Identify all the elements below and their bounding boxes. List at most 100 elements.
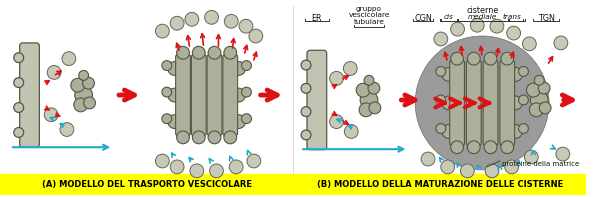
Text: mediale: mediale — [467, 14, 497, 20]
Circle shape — [484, 141, 497, 154]
Circle shape — [484, 52, 497, 65]
FancyBboxPatch shape — [176, 55, 190, 135]
Circle shape — [229, 160, 243, 174]
Circle shape — [176, 46, 190, 59]
Circle shape — [451, 141, 464, 154]
Circle shape — [539, 102, 551, 114]
Circle shape — [156, 154, 169, 168]
Circle shape — [344, 125, 358, 138]
Circle shape — [330, 72, 343, 85]
Circle shape — [193, 46, 205, 59]
Circle shape — [167, 88, 182, 102]
Text: gruppo
vescicolare
tubulare: gruppo vescicolare tubulare — [348, 6, 390, 25]
Circle shape — [538, 82, 550, 94]
Circle shape — [451, 22, 464, 36]
Circle shape — [14, 78, 24, 87]
Circle shape — [523, 37, 536, 51]
Circle shape — [301, 60, 311, 70]
Text: (B) MODELLO DELLA MATURAZIONE DELLE CISTERNE: (B) MODELLO DELLA MATURAZIONE DELLE CIST… — [316, 179, 563, 189]
Circle shape — [74, 98, 88, 112]
Circle shape — [415, 36, 549, 170]
Circle shape — [436, 95, 446, 105]
Circle shape — [467, 52, 480, 65]
Circle shape — [74, 86, 92, 104]
Circle shape — [162, 87, 172, 97]
FancyBboxPatch shape — [207, 55, 222, 135]
Circle shape — [467, 141, 480, 154]
Circle shape — [247, 154, 261, 168]
Circle shape — [519, 124, 529, 133]
Text: CGN: CGN — [414, 14, 432, 23]
Circle shape — [442, 125, 455, 138]
Circle shape — [530, 91, 548, 109]
FancyBboxPatch shape — [467, 61, 481, 145]
Circle shape — [62, 52, 76, 66]
Circle shape — [241, 87, 252, 97]
Circle shape — [162, 61, 172, 71]
Circle shape — [241, 61, 252, 71]
Circle shape — [185, 12, 199, 26]
Circle shape — [343, 62, 357, 75]
Circle shape — [526, 83, 540, 97]
Text: TGN: TGN — [538, 14, 554, 23]
Circle shape — [556, 147, 570, 161]
Text: proteine della matrice: proteine della matrice — [502, 161, 579, 167]
Circle shape — [529, 103, 543, 117]
Circle shape — [507, 26, 520, 40]
Circle shape — [501, 141, 514, 154]
Circle shape — [534, 75, 544, 85]
Circle shape — [83, 97, 95, 109]
Circle shape — [232, 115, 246, 128]
Circle shape — [156, 24, 169, 38]
Circle shape — [204, 10, 219, 24]
Text: trans: trans — [502, 14, 521, 20]
Circle shape — [442, 68, 455, 81]
FancyBboxPatch shape — [191, 55, 206, 135]
Circle shape — [554, 36, 568, 50]
Circle shape — [501, 52, 514, 65]
Circle shape — [509, 96, 523, 110]
Circle shape — [441, 160, 455, 174]
Circle shape — [461, 164, 474, 178]
Circle shape — [224, 14, 238, 28]
Circle shape — [505, 160, 519, 174]
Circle shape — [208, 131, 221, 144]
FancyBboxPatch shape — [483, 61, 498, 145]
Circle shape — [356, 83, 370, 97]
Circle shape — [232, 88, 246, 102]
Circle shape — [509, 125, 523, 138]
Circle shape — [436, 67, 446, 76]
Bar — [0, 174, 293, 195]
Circle shape — [519, 95, 529, 105]
Circle shape — [301, 83, 311, 93]
Circle shape — [442, 96, 455, 110]
Text: ER: ER — [312, 14, 322, 23]
Circle shape — [47, 66, 61, 79]
Circle shape — [436, 124, 446, 133]
Circle shape — [490, 19, 504, 33]
Circle shape — [176, 131, 190, 144]
Circle shape — [421, 152, 435, 166]
Circle shape — [71, 78, 85, 92]
Circle shape — [210, 164, 224, 178]
Circle shape — [224, 131, 237, 144]
Text: (A) MODELLO DEL TRASPORTO VESCICOLARE: (A) MODELLO DEL TRASPORTO VESCICOLARE — [42, 179, 252, 189]
Circle shape — [14, 53, 24, 63]
Circle shape — [451, 52, 464, 65]
Circle shape — [249, 29, 263, 43]
Circle shape — [330, 115, 343, 128]
FancyBboxPatch shape — [500, 61, 514, 145]
Circle shape — [360, 91, 378, 109]
Circle shape — [83, 77, 94, 89]
Circle shape — [79, 71, 89, 80]
Bar — [293, 174, 586, 195]
Circle shape — [509, 68, 523, 81]
FancyBboxPatch shape — [450, 61, 464, 145]
Circle shape — [232, 62, 246, 75]
Circle shape — [239, 19, 253, 33]
Circle shape — [301, 130, 311, 140]
Circle shape — [170, 16, 184, 30]
Circle shape — [167, 115, 182, 128]
Circle shape — [224, 46, 237, 59]
Circle shape — [241, 114, 252, 124]
